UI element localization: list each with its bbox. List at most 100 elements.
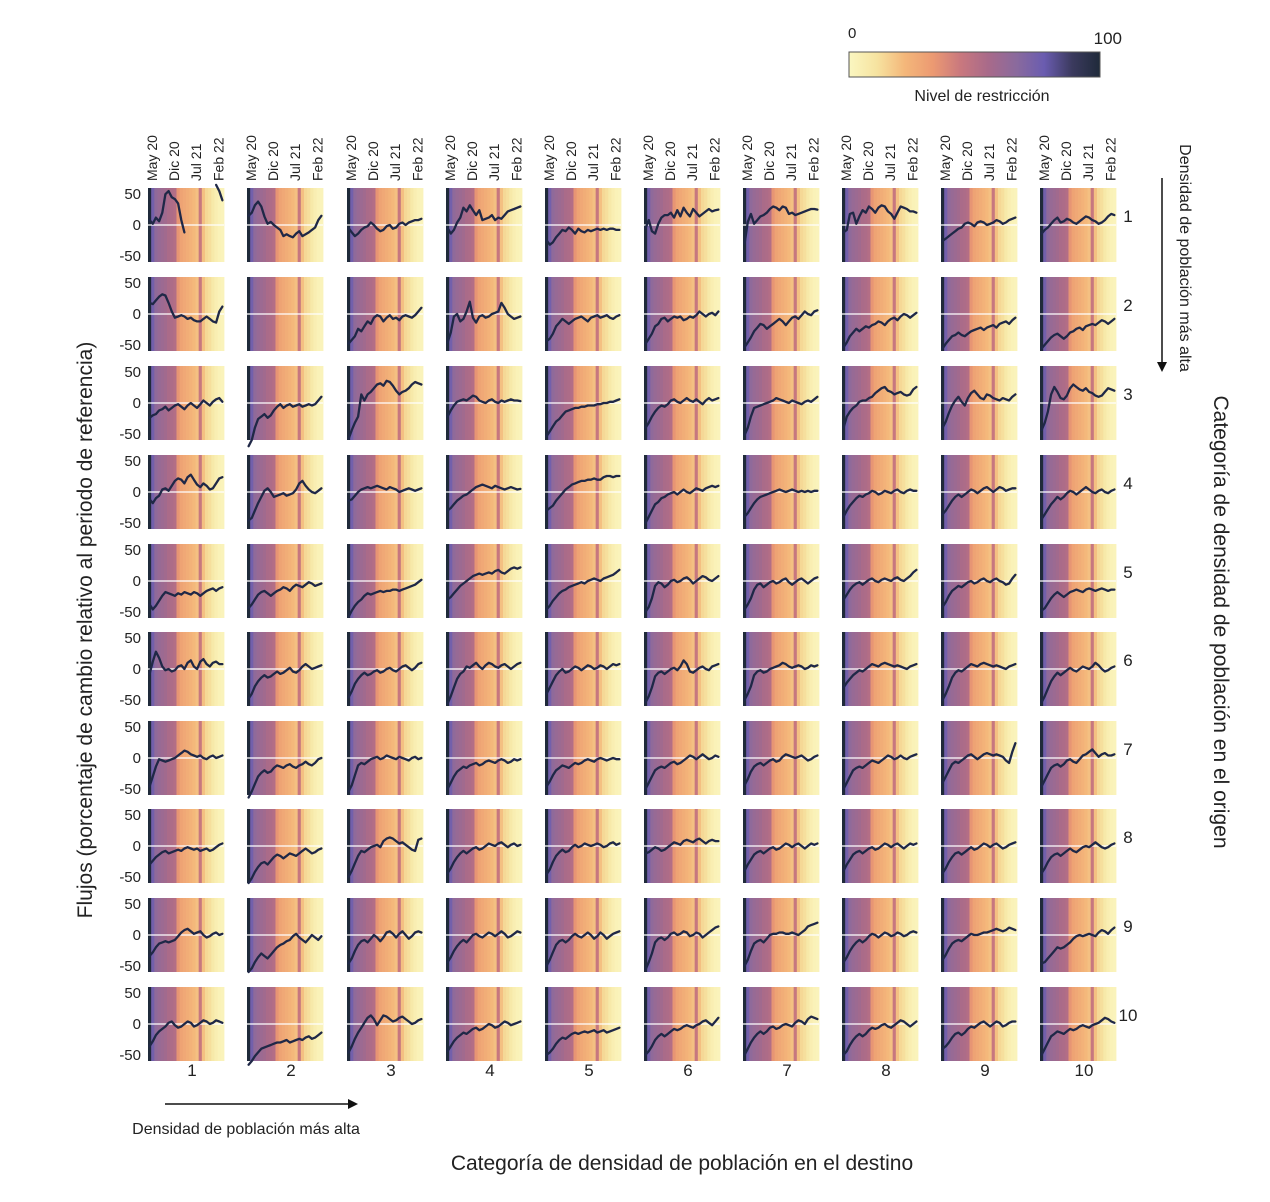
panel-1-1 <box>148 185 224 262</box>
row-label: 5 <box>1123 563 1132 582</box>
column-label: 7 <box>782 1061 791 1080</box>
panel-4-10 <box>1040 455 1116 529</box>
column-label: 1 <box>187 1061 196 1080</box>
y-tick-label: 50 <box>124 186 141 203</box>
y-tick-label: 50 <box>124 807 141 824</box>
date-tick-label: Jul 21 <box>783 143 799 181</box>
y-tick-label: 50 <box>124 985 141 1002</box>
panel-10-3 <box>347 987 423 1061</box>
panel-3-2 <box>247 366 323 446</box>
panel-5-4 <box>446 544 522 618</box>
panel-9-4 <box>446 898 522 972</box>
row-label: 1 <box>1123 207 1132 226</box>
panel-2-4 <box>446 277 522 351</box>
y-tick-label: 50 <box>124 364 141 381</box>
y-tick-label: 0 <box>133 750 141 767</box>
panel-6-7 <box>743 632 819 706</box>
y-tick-label: 50 <box>124 896 141 913</box>
y-tick-label: 50 <box>124 542 141 559</box>
panel-4-8 <box>842 455 918 529</box>
panel-8-4 <box>446 809 522 883</box>
colorbar: 0 100 Nivel de restricción <box>848 25 1122 105</box>
panel-5-2 <box>247 544 323 618</box>
colorbar-gradient <box>849 52 1100 77</box>
panel-7-7 <box>743 721 819 795</box>
row-label: 8 <box>1123 828 1132 847</box>
y-tick-label: -50 <box>119 248 141 265</box>
y-tick-label: -50 <box>119 515 141 532</box>
panel-3-8 <box>842 366 918 440</box>
panel-4-5 <box>545 455 621 529</box>
date-tick-label: Jul 21 <box>486 143 502 181</box>
panel-1-9 <box>941 188 1017 262</box>
y-tick-label: 50 <box>124 453 141 470</box>
panel-10-9 <box>941 987 1017 1061</box>
panel-5-3 <box>347 544 423 618</box>
date-tick-label: May 20 <box>838 135 854 181</box>
panel-6-9 <box>941 632 1017 706</box>
date-tick-label: Feb 22 <box>309 137 325 181</box>
panel-6-4 <box>446 632 522 706</box>
date-tick-label: May 20 <box>343 135 359 181</box>
panel-9-9 <box>941 898 1017 972</box>
date-tick-label: Jul 21 <box>585 143 601 181</box>
panel-1-10 <box>1040 188 1116 262</box>
panel-1-2 <box>247 188 323 262</box>
panel-7-4 <box>446 721 522 795</box>
panel-7-6 <box>644 721 720 795</box>
y-tick-label: -50 <box>119 692 141 709</box>
date-tick-label: Feb 22 <box>210 137 226 181</box>
y-tick-label: -50 <box>119 337 141 354</box>
date-tick-label: Dic 20 <box>761 141 777 181</box>
column-label: 8 <box>881 1061 890 1080</box>
panel-7-2 <box>247 721 323 798</box>
panel-10-7 <box>743 987 819 1061</box>
colorbar-max-label: 100 <box>1094 29 1122 48</box>
panel-9-1 <box>148 898 224 972</box>
column-label: 2 <box>286 1061 295 1080</box>
panel-5-7 <box>743 544 819 618</box>
panel-7-8 <box>842 721 918 795</box>
panel-10-8 <box>842 987 918 1061</box>
date-tick-label: Dic 20 <box>365 141 381 181</box>
panel-2-1 <box>148 277 224 351</box>
date-tick-label: May 20 <box>243 135 259 181</box>
date-tick-label: Dic 20 <box>1058 141 1074 181</box>
panel-2-9 <box>941 277 1017 351</box>
date-tick-label: Feb 22 <box>508 137 524 181</box>
panel-3-9 <box>941 366 1017 440</box>
y-tick-label: -50 <box>119 958 141 975</box>
panel-4-3 <box>347 455 423 529</box>
y-tick-label: 0 <box>133 484 141 501</box>
row-label: 4 <box>1123 474 1132 493</box>
date-tick-label: Dic 20 <box>265 141 281 181</box>
date-tick-label: May 20 <box>937 135 953 181</box>
panel-6-2 <box>247 632 323 706</box>
panel-4-7 <box>743 455 819 529</box>
y-axis-label: Flujos (porcentaje de cambio relativo al… <box>74 342 97 919</box>
panel-4-1 <box>148 455 224 529</box>
panel-5-5 <box>545 544 621 618</box>
panel-6-10 <box>1040 632 1116 706</box>
y-tick-label: 0 <box>133 306 141 323</box>
panel-8-2 <box>247 809 323 883</box>
column-label: 6 <box>683 1061 692 1080</box>
row-label: 7 <box>1123 740 1132 759</box>
colorbar-min-label: 0 <box>848 25 856 42</box>
panel-5-9 <box>941 544 1017 618</box>
panel-1-4 <box>446 188 522 262</box>
panel-8-8 <box>842 809 918 883</box>
panel-2-3 <box>347 277 423 351</box>
panel-1-3 <box>347 188 423 262</box>
y-tick-label: 0 <box>133 661 141 678</box>
column-label: 10 <box>1075 1061 1094 1080</box>
date-tick-label: May 20 <box>739 135 755 181</box>
date-tick-label: Dic 20 <box>662 141 678 181</box>
date-tick-label: May 20 <box>640 135 656 181</box>
panel-7-1 <box>148 721 224 795</box>
panel-3-6 <box>644 366 720 440</box>
panel-8-10 <box>1040 809 1116 883</box>
panel-5-6 <box>644 544 720 618</box>
row-label: 10 <box>1119 1006 1138 1025</box>
panel-7-5 <box>545 721 621 795</box>
